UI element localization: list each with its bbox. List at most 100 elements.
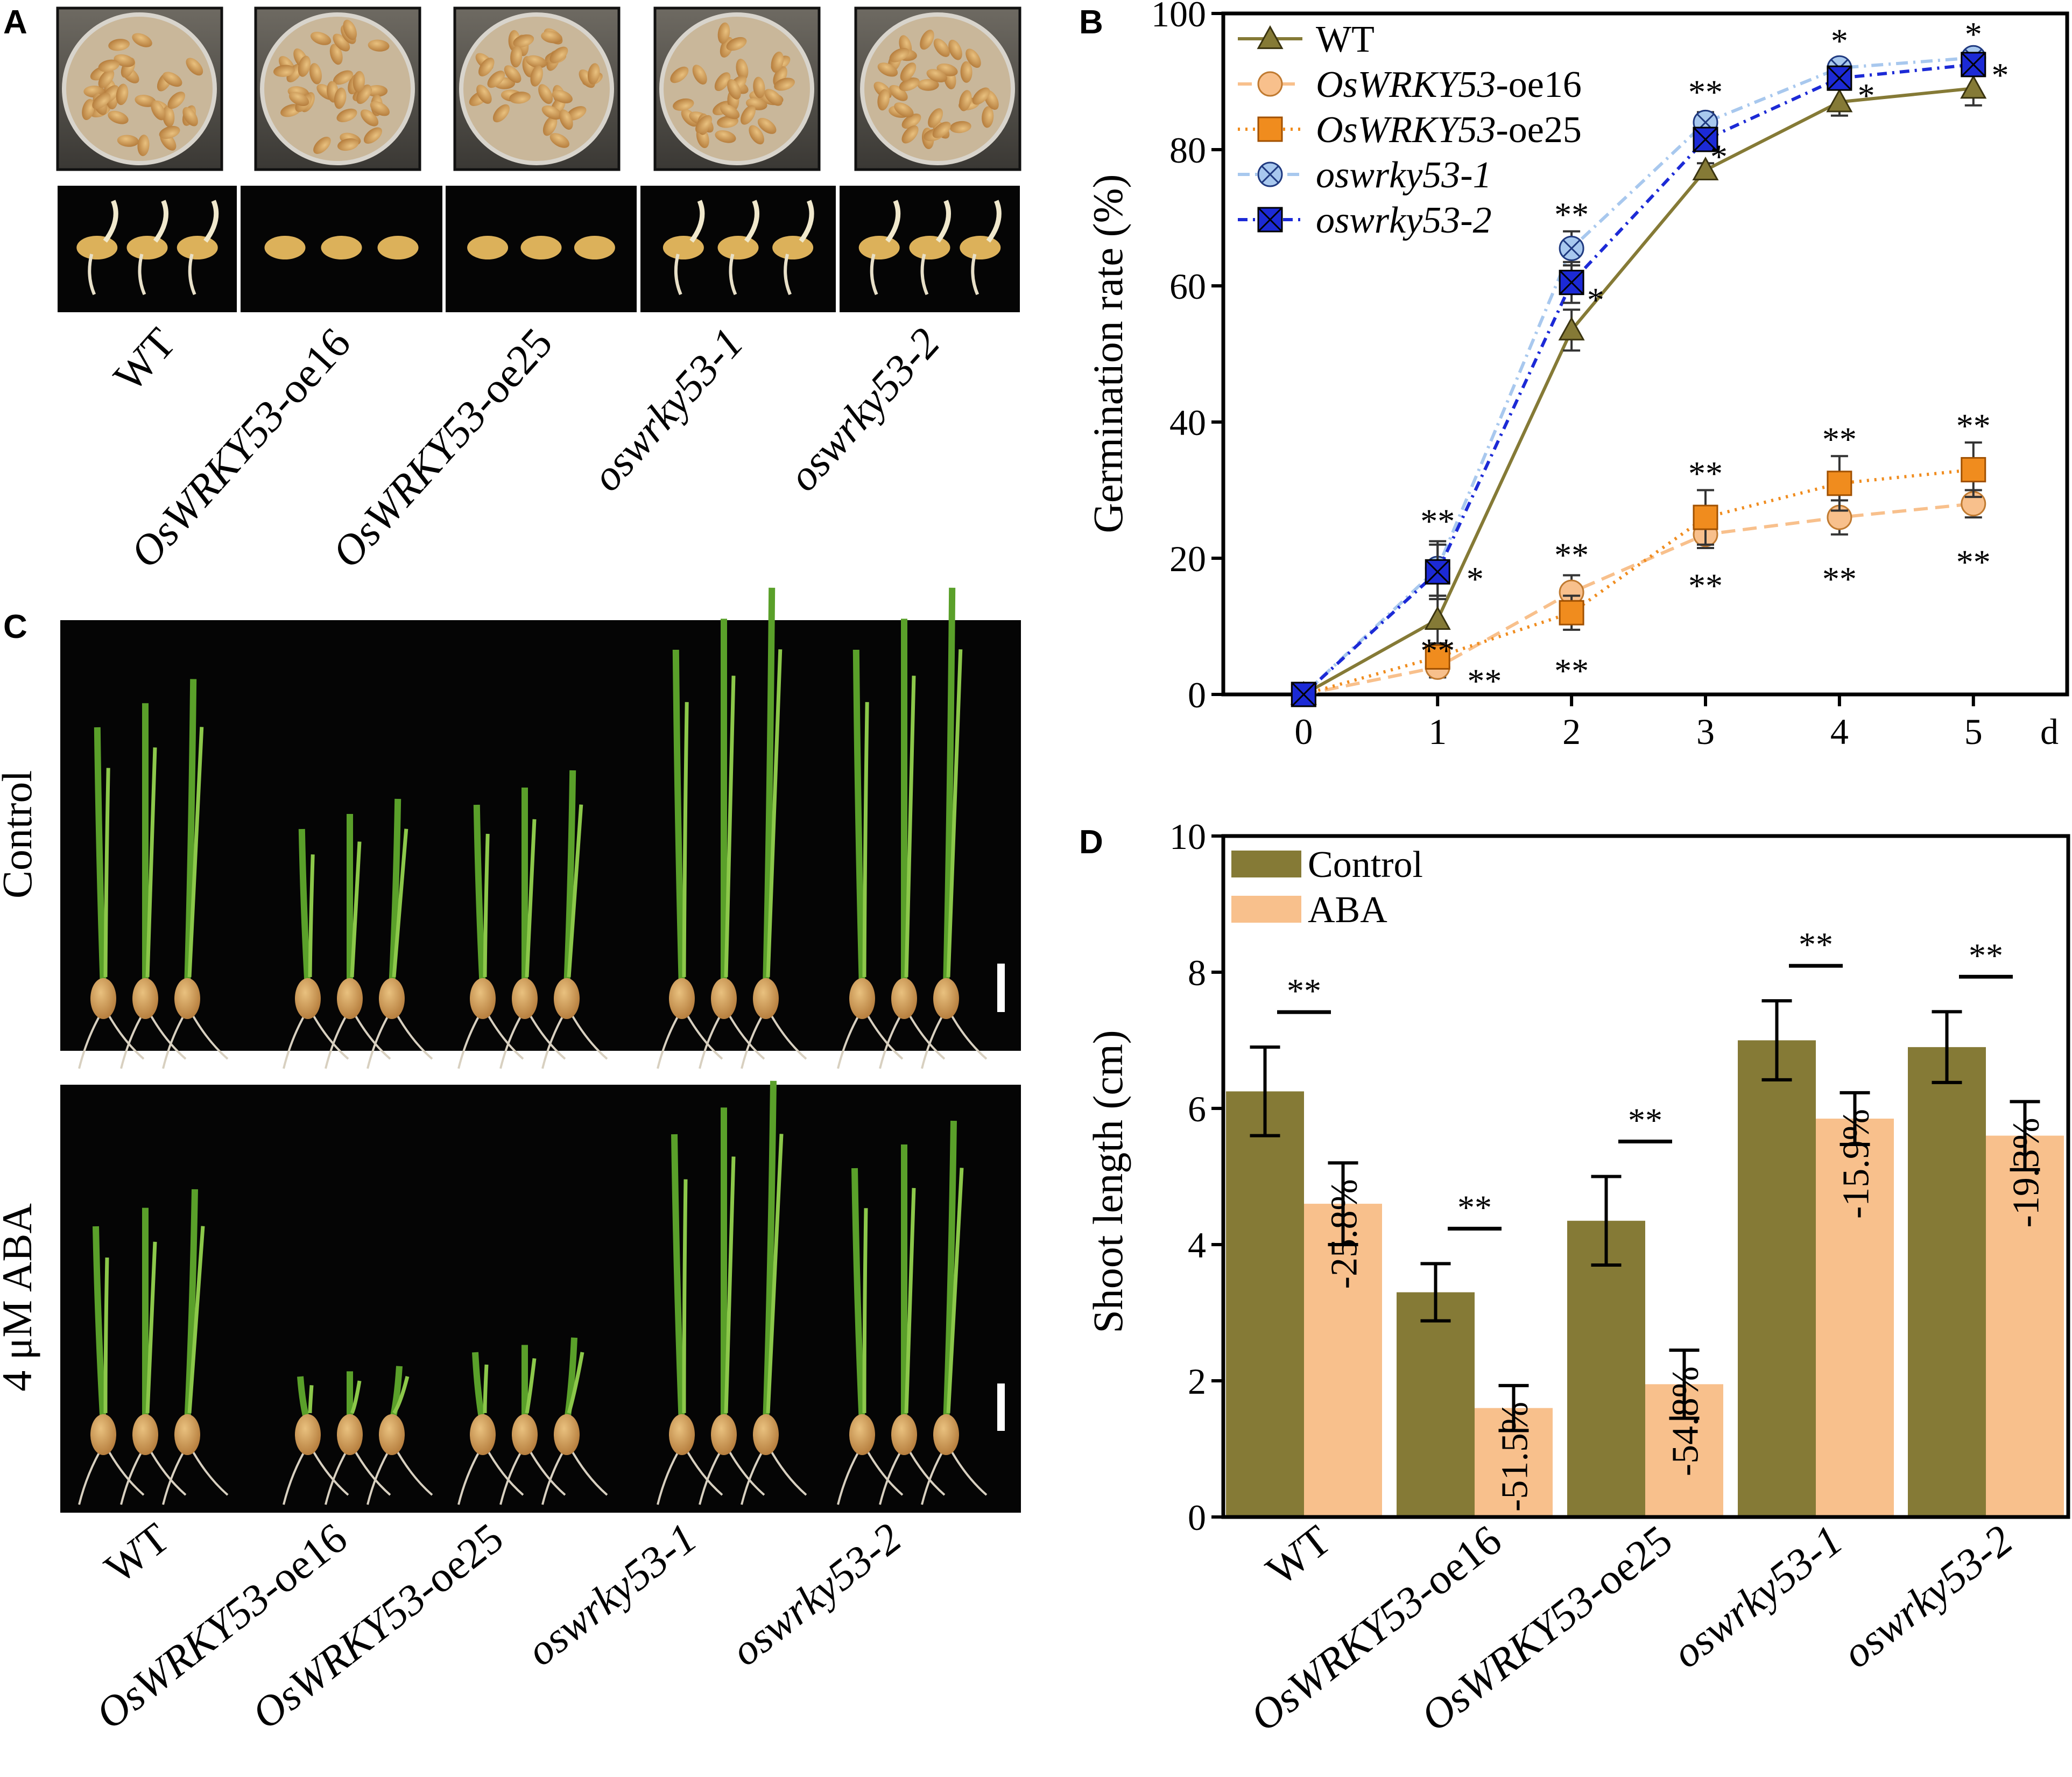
seed	[509, 92, 531, 104]
genotype-label-c: WT	[96, 1514, 178, 1593]
chart-b-series	[1290, 45, 1987, 707]
legend-label: OsWRKY53-oe25	[1316, 109, 1582, 151]
leaf	[392, 828, 408, 978]
x-tick-label: 3	[1696, 711, 1715, 752]
germinating-seed	[76, 236, 118, 259]
germinating-seed	[772, 236, 814, 259]
seed	[163, 106, 175, 128]
shoot	[852, 649, 865, 988]
bar-aba	[1986, 1135, 2064, 1517]
legend-italic: OsWRKY53	[1316, 64, 1496, 106]
chart-b-legend: WTOsWRKY53-oe16OsWRKY53-oe25oswrky53-1os…	[1238, 19, 1582, 241]
square-marker	[1961, 457, 1986, 483]
seed	[960, 61, 972, 83]
genotype-label-c: oswrky53-2	[723, 1514, 910, 1675]
leaf	[145, 1241, 157, 1414]
germinating-seed	[717, 236, 759, 259]
sprout	[744, 200, 759, 243]
error-bar	[1840, 1091, 1870, 1147]
seed	[333, 33, 350, 52]
seed	[366, 85, 388, 97]
seed	[753, 76, 765, 99]
seed	[726, 37, 747, 51]
sprout	[203, 200, 219, 243]
legend-italic: OsWRKY53	[1316, 109, 1496, 151]
legend-label: WT	[1316, 19, 1375, 60]
leaf	[103, 1257, 109, 1414]
cross	[1562, 239, 1581, 257]
seed	[478, 58, 495, 76]
legend-label: OsWRKY53-oe16	[1316, 64, 1582, 106]
seed	[492, 104, 510, 123]
legend-swatch	[1231, 896, 1301, 923]
shoot	[298, 828, 311, 988]
seed	[982, 106, 994, 128]
shoot	[93, 1226, 107, 1424]
seed	[720, 104, 740, 120]
significance-mark: **	[1822, 420, 1857, 459]
triangle-marker	[1558, 317, 1585, 341]
shoot	[943, 1120, 957, 1424]
leaf	[682, 1179, 688, 1414]
triangle-marker	[1692, 156, 1719, 181]
bar-group: ** -51.5%	[1397, 1188, 1553, 1517]
seed	[753, 1414, 779, 1455]
leaf	[946, 649, 963, 978]
x-tick-label: 1	[1428, 711, 1447, 752]
seedling	[741, 1080, 807, 1505]
series-line	[1303, 502, 1974, 696]
bar-group: ** -54.8%	[1567, 1101, 1723, 1517]
seed	[90, 1414, 116, 1455]
cross	[1425, 559, 1450, 585]
seed	[711, 1414, 737, 1455]
dish-photo	[854, 6, 1021, 171]
chart-b-frame	[1221, 11, 2069, 697]
seed	[174, 978, 200, 1019]
shoot	[184, 1189, 198, 1424]
seed	[554, 1414, 580, 1455]
seed	[182, 107, 198, 127]
seed	[337, 138, 359, 151]
triangle-marker	[1257, 25, 1284, 50]
y-tick-label: 0	[1188, 675, 1206, 715]
seed	[741, 105, 756, 125]
percent-change: -51.5%	[1495, 1402, 1536, 1512]
seed	[379, 1414, 405, 1455]
leaf	[766, 649, 783, 978]
shoot	[184, 679, 197, 988]
seed	[849, 978, 875, 1019]
legend-rest: -oe16	[1496, 64, 1581, 106]
leaf	[187, 727, 204, 978]
significance-mark: **	[1467, 662, 1502, 700]
seed	[736, 59, 749, 80]
seedling	[541, 770, 608, 1069]
germinating-seed	[663, 236, 704, 259]
chart-b-axes: 0 20 40 60 80 100 0 1 2 3 4 5	[1151, 0, 1983, 752]
row-label-control: Control	[0, 770, 40, 898]
seedling	[921, 1120, 988, 1505]
seed	[295, 1414, 321, 1455]
chart-d-category-labels: WTOsWRKY53-oe16OsWRKY53-oe25oswrky53-1os…	[1242, 1516, 2021, 1741]
seed-strip-photo	[241, 186, 442, 312]
legend-rest: -oe25	[1496, 109, 1581, 151]
seed	[353, 71, 365, 93]
seed	[917, 79, 939, 91]
significance-mark: **	[1420, 631, 1455, 670]
genotype-label-a: oswrky53-2	[779, 319, 949, 500]
seed	[298, 55, 311, 77]
significance-mark: *	[1587, 280, 1604, 319]
seed	[343, 19, 357, 40]
cross	[1559, 270, 1584, 295]
leaf	[946, 1168, 964, 1414]
seed	[901, 113, 921, 129]
seed	[137, 135, 150, 157]
bar-group: ** -25.8%	[1226, 972, 1382, 1517]
significance-mark: *	[1710, 138, 1728, 176]
seed	[542, 116, 558, 136]
y-tick-label: 100	[1151, 0, 1206, 34]
seed	[167, 92, 186, 109]
germinating-seed	[126, 236, 168, 259]
seed	[82, 99, 95, 121]
seed	[334, 87, 347, 109]
